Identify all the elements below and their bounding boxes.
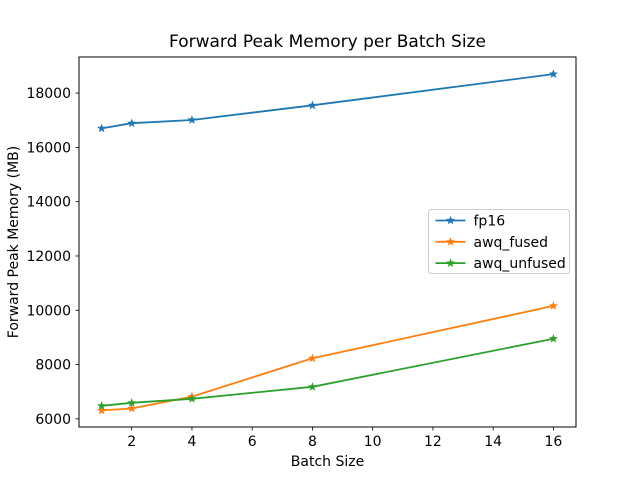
x-axis-label: Batch Size [291,454,364,470]
series-line-fp16 [101,73,554,130]
legend-label-awq_fused: awq_fused [474,235,549,251]
marker-awq_unfused [548,333,558,343]
legend-marker-awq_unfused [445,258,456,267]
plot-area: 2 4 6 8 10 12 14 16 6000 8000 10000 12000 14000 16000… [26,56,577,450]
x-tick-label: 8 [308,434,317,450]
marker-awq_unfused [97,401,107,410]
legend-label-fp16: fp16 [474,214,506,230]
y-tick-label: 6000 [35,412,71,428]
y-tick-label: 12000 [26,249,71,265]
y-tick-label: 14000 [26,195,71,211]
x-tick-label: 12 [424,434,442,450]
x-tick-label: 2 [127,434,136,450]
marker-awq_fused [97,405,107,415]
series-line-awq_unfused [101,337,554,407]
marker-fp16 [187,115,197,124]
x-tick-label: 10 [364,434,382,450]
y-axis-label: Forward Peak Memory (MB) [6,146,22,338]
x-tick-label: 4 [187,434,196,450]
axes-frame [78,56,577,428]
marker-awq_fused [307,353,317,363]
y-tick-label: 8000 [35,358,71,374]
y-tick-label: 18000 [26,86,71,102]
legend-label-awq_unfused: awq_unfused [474,256,566,272]
marker-fp16 [548,69,558,78]
y-tick-label: 10000 [26,303,71,319]
marker-awq_unfused [127,398,137,407]
legend-marker-fp16 [445,215,456,225]
legend: fp16 awq_fused awq_unfused [428,209,570,274]
x-tick-label: 16 [544,434,562,450]
marker-awq_fused [548,301,558,310]
x-tick-label: 14 [484,434,502,450]
y-tick-label: 16000 [26,140,71,156]
marker-fp16 [97,123,107,133]
marker-fp16 [307,100,317,110]
legend-marker-awq_fused [445,237,456,246]
legend-box [428,209,570,274]
marker-awq_fused [127,403,137,413]
marker-awq_unfused [187,393,197,403]
series-line-awq_fused [101,305,554,412]
marker-fp16 [127,118,137,128]
chart-title: Forward Peak Memory per Batch Size [169,32,486,52]
x-tick-label: 6 [248,434,257,450]
marker-awq_unfused [307,382,317,391]
